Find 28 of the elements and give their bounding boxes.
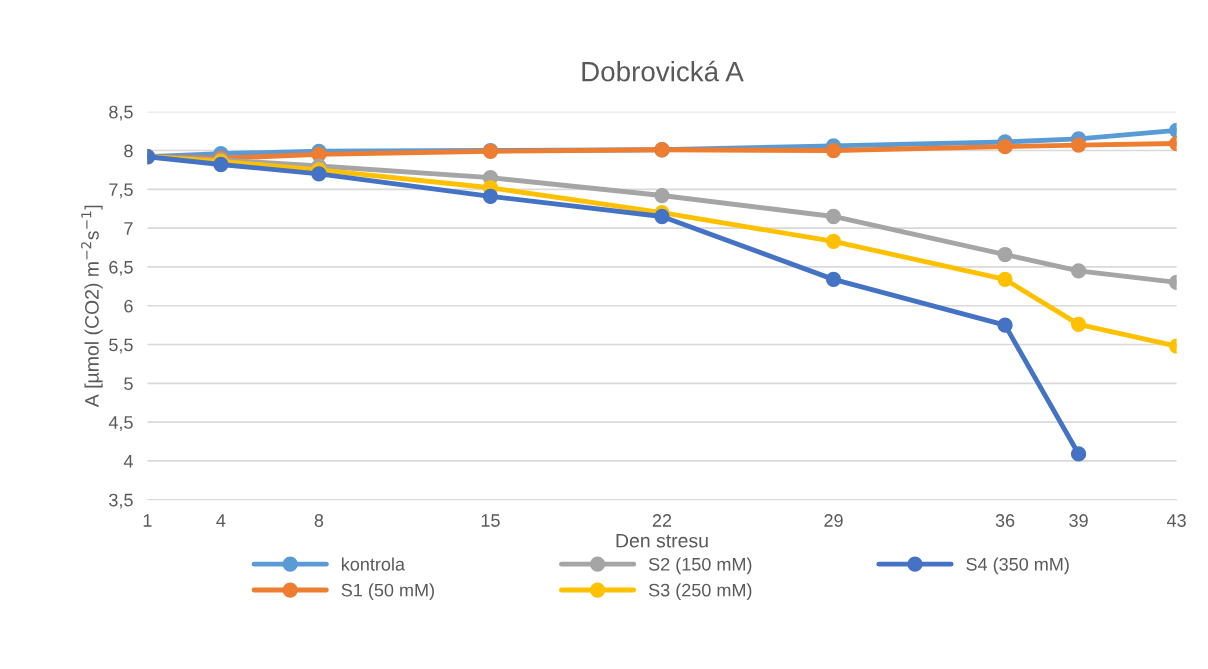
x-tick-label: 22 [652, 514, 672, 527]
x-tick-label: 36 [995, 514, 1015, 527]
x-tick-label: 4 [216, 514, 226, 527]
x-tick-label: 39 [1069, 514, 1088, 527]
y-tick-label: 6,5 [109, 260, 133, 276]
y-tick-label: 5 [124, 377, 133, 391]
legend-label: S4 (350 mM) [966, 557, 1069, 575]
y-tick-label: 8 [124, 144, 133, 158]
legend-label: kontrola [341, 557, 405, 571]
x-tick-label: 8 [314, 514, 324, 527]
x-axis-title: Den stresu [616, 533, 708, 548]
y-tick-label: 4 [123, 455, 133, 468]
y-tick-label: 3,5 [109, 493, 133, 509]
y-tick-label: 7 [124, 222, 133, 235]
y-tick-label: 4,5 [108, 416, 133, 431]
chart-title: Dobrovická A [582, 60, 744, 82]
y-axis-title: A [µmol (CO2) m$^{−2}$s$^{−1}$] [81, 205, 103, 408]
x-tick-label: 15 [481, 514, 500, 527]
y-tick-label: 6 [124, 299, 133, 313]
legend-label: S3 (250 mM) [648, 583, 752, 601]
y-tick-label: 5,5 [109, 338, 133, 354]
legend-label: S1 (50 mM) [341, 583, 434, 601]
x-tick-label: 43 [1166, 514, 1186, 527]
y-tick-label: 7,5 [109, 183, 133, 199]
y-tick-label: 8,5 [109, 105, 133, 121]
x-tick-label: 1 [143, 514, 152, 527]
x-tick-label: 29 [824, 514, 843, 527]
legend-label: S2 (150 mM) [648, 557, 752, 575]
